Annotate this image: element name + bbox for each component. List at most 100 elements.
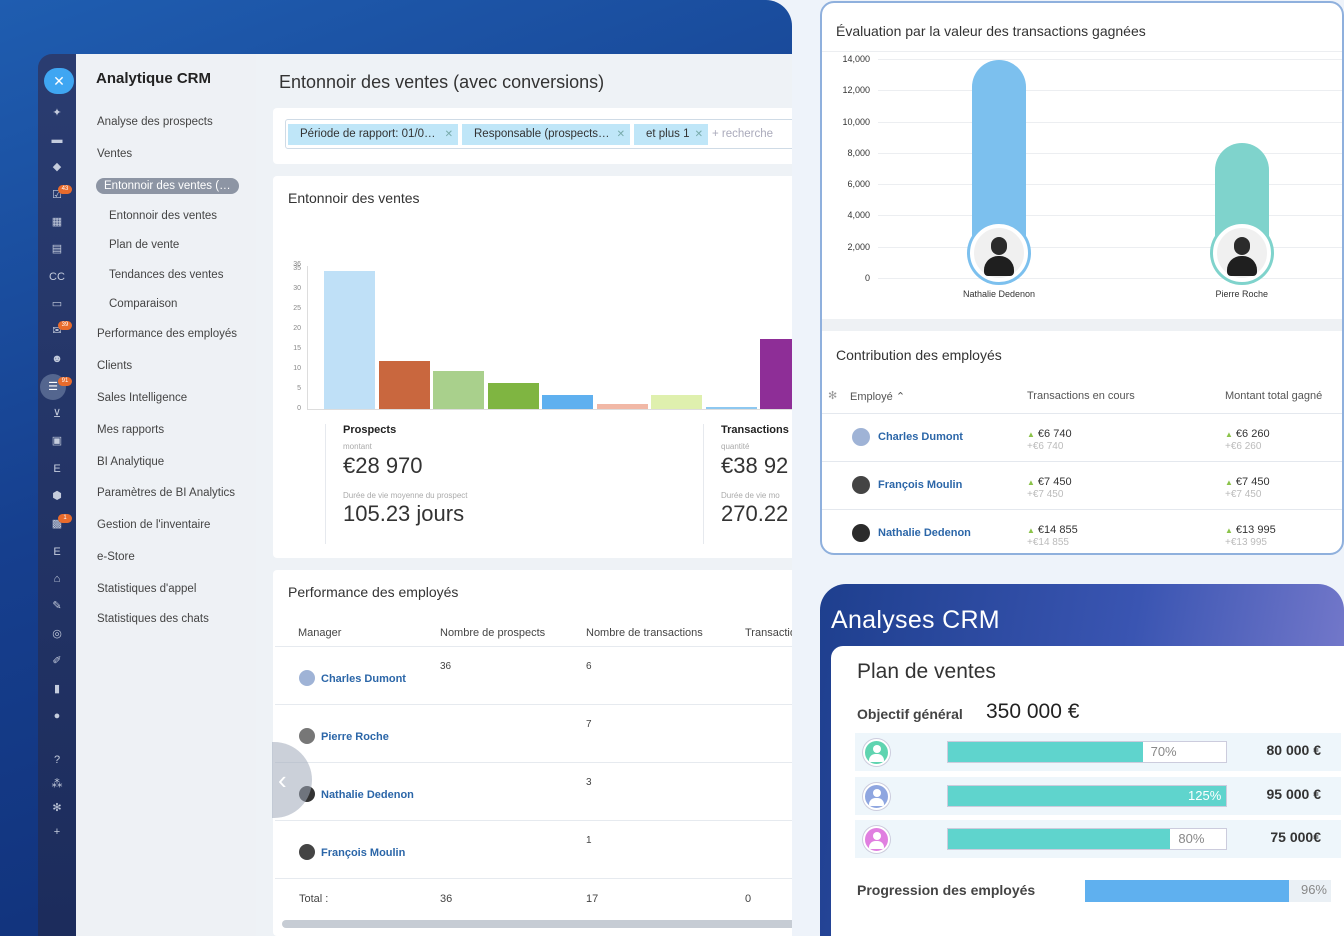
employee-progress-label: Progression des employés (857, 882, 1036, 898)
sign-icon[interactable]: ✎ (52, 600, 62, 612)
col-manager[interactable]: Manager (298, 627, 342, 639)
puzzle-icon[interactable]: ✦ (52, 107, 62, 119)
stat-value2: 105.23 jours (343, 501, 465, 526)
manager-link[interactable]: François Moulin (299, 844, 405, 861)
menu-item-estore[interactable]: e-Store (97, 551, 135, 563)
employee-link[interactable]: Charles Dumont (852, 428, 963, 446)
cell-deals: 6 (586, 661, 592, 672)
cell-in-progress: ▲ €6 740 +€6 740 (1027, 428, 1072, 452)
menu-item-reports[interactable]: Mes rapports (97, 424, 165, 436)
remove-icon[interactable]: ✕ (694, 129, 703, 140)
icon-rail: ✕ ✦ ▬ ◆ ☑ 43 ▦ ▤ CC ▭ ✉ 39 ☻ ☰ 91 ⊻ ▣ E … (38, 54, 76, 936)
close-icon[interactable]: ✕ (44, 68, 74, 94)
contribution-title: Contribution des employés (836, 347, 1002, 363)
menu-item-funnel[interactable]: Entonnoir des ventes (109, 210, 218, 222)
main-content: Entonnoir des ventes (avec conversions) … (256, 54, 792, 936)
y-tick-label: 15 (293, 345, 301, 352)
menu-item-compare[interactable]: Comparaison (109, 298, 178, 310)
plus-icon[interactable]: + (53, 826, 61, 838)
menu-item-trends[interactable]: Tendances des ventes (109, 269, 224, 281)
drive-icon[interactable]: ▭ (51, 298, 63, 310)
funnel-bar (760, 339, 792, 409)
plan-progress: 80% (947, 828, 1227, 850)
menu-item-intelligence[interactable]: Sales Intelligence (97, 392, 188, 404)
box-icon[interactable]: ⬢ (52, 490, 62, 502)
avatar (863, 783, 890, 810)
checkbox-icon[interactable]: ☑ (52, 189, 62, 201)
amount-value: €6 260 (1235, 428, 1270, 440)
help-icon[interactable]: ? (53, 754, 61, 766)
employee-name: Nathalie Dedenon (878, 526, 971, 539)
menu-item-chats[interactable]: Statistiques des chats (97, 613, 209, 625)
calendar-icon[interactable]: ▦ (51, 216, 63, 228)
plan-amount: 95 000 € (1266, 786, 1322, 802)
section-separator (822, 319, 1342, 331)
payment-icon[interactable]: ▣ (51, 435, 63, 447)
check-circle-icon[interactable]: ● (53, 710, 61, 722)
manager-link[interactable]: Pierre Roche (299, 728, 389, 745)
menu-item-funnel-conversions[interactable]: Entonnoir des ventes (… (96, 178, 239, 194)
contacts-icon[interactable]: ☻ (51, 353, 63, 365)
cc-icon[interactable]: CC (49, 271, 65, 283)
filter-chip-label: Période de rapport: 01/0… (300, 128, 436, 140)
edit-icon[interactable]: ✐ (52, 655, 62, 667)
robot-icon[interactable]: ▩ (51, 518, 63, 530)
menu-item-bi-settings[interactable]: Paramètres de BI Analytics (97, 487, 236, 499)
objective-value: 350 000 € (986, 700, 1080, 723)
filter-chip-responsible[interactable]: Responsable (prospects… ✕ (462, 124, 630, 145)
menu-item-inventory[interactable]: Gestion de l'inventaire (97, 519, 211, 531)
manager-link[interactable]: Charles Dumont (299, 670, 406, 687)
manager-link[interactable]: Nathalie Dedenon (299, 786, 414, 803)
divider (325, 424, 326, 544)
page-title: Entonnoir des ventes (avec conversions) (279, 72, 605, 92)
table-row: Charles Dumont 36 6 (275, 646, 792, 704)
bank-icon[interactable]: ⌂ (53, 573, 61, 585)
gear-icon[interactable]: ✻ (52, 802, 62, 814)
col-transactions[interactable]: Transactio (745, 627, 792, 639)
cart-icon[interactable]: ⊻ (52, 408, 62, 420)
menu-item-plan[interactable]: Plan de vente (109, 239, 180, 251)
funnel-chart (307, 266, 792, 410)
filter-chip-period[interactable]: Période de rapport: 01/0… ✕ (288, 124, 458, 145)
horizontal-scrollbar[interactable] (282, 920, 792, 928)
search-placeholder[interactable]: + recherche (712, 128, 774, 140)
cell-won: ▲ €7 450 +€7 450 (1225, 476, 1270, 500)
menu-item-calls[interactable]: Statistiques d'appel (97, 583, 197, 595)
chat-icon[interactable]: ◆ (52, 161, 62, 173)
filter-chip-more[interactable]: et plus 1 ✕ (634, 124, 708, 145)
remove-icon[interactable]: ✕ (616, 129, 625, 140)
document-icon[interactable]: ▤ (51, 243, 63, 255)
menu-item-performance[interactable]: Performance des employés (97, 328, 237, 340)
employee-link[interactable]: Nathalie Dedenon (852, 524, 971, 542)
menu-item-sales[interactable]: Ventes (97, 148, 133, 160)
col-won[interactable]: Montant total gagné (1225, 390, 1323, 402)
col-in-progress[interactable]: Transactions en cours (1027, 390, 1135, 402)
col-prospects[interactable]: Nombre de prospects (440, 627, 546, 639)
menu-item-bi[interactable]: BI Analytique (97, 456, 165, 468)
mail-badge: 39 (58, 321, 72, 330)
chart-icon[interactable]: ▮ (53, 683, 61, 695)
target-icon[interactable]: ◎ (52, 628, 62, 640)
manager-name: Nathalie Dedenon (321, 788, 414, 801)
filter-input[interactable]: Période de rapport: 01/0… ✕ Responsable (… (285, 119, 792, 149)
up-arrow-icon: ▲ (1027, 478, 1035, 487)
col-deals[interactable]: Nombre de transactions (586, 627, 703, 639)
sitemap-icon[interactable]: ⁂ (51, 778, 63, 790)
gridline (878, 152, 1342, 154)
avatar (852, 476, 870, 494)
crm-analytics-title: Analyses CRM (831, 606, 1000, 634)
menu-item-clients[interactable]: Clients (97, 360, 133, 372)
funnel-bar (651, 395, 702, 409)
amount-delta: +€6 740 (1027, 441, 1064, 452)
inbox-icon[interactable]: ▬ (51, 134, 63, 146)
remove-icon[interactable]: ✕ (444, 129, 453, 140)
col-employee[interactable]: Employé ⌃ (850, 390, 905, 403)
e2-icon[interactable]: E (53, 546, 61, 558)
mail-icon[interactable]: ✉ (52, 325, 62, 337)
e-icon[interactable]: E (53, 463, 61, 475)
sales-plan-title: Plan de ventes (857, 660, 996, 683)
menu-item-leads[interactable]: Analyse des prospects (97, 116, 213, 128)
plan-progress: 125% (947, 785, 1227, 807)
employee-link[interactable]: François Moulin (852, 476, 962, 494)
gear-icon[interactable]: ✻ (828, 390, 838, 402)
